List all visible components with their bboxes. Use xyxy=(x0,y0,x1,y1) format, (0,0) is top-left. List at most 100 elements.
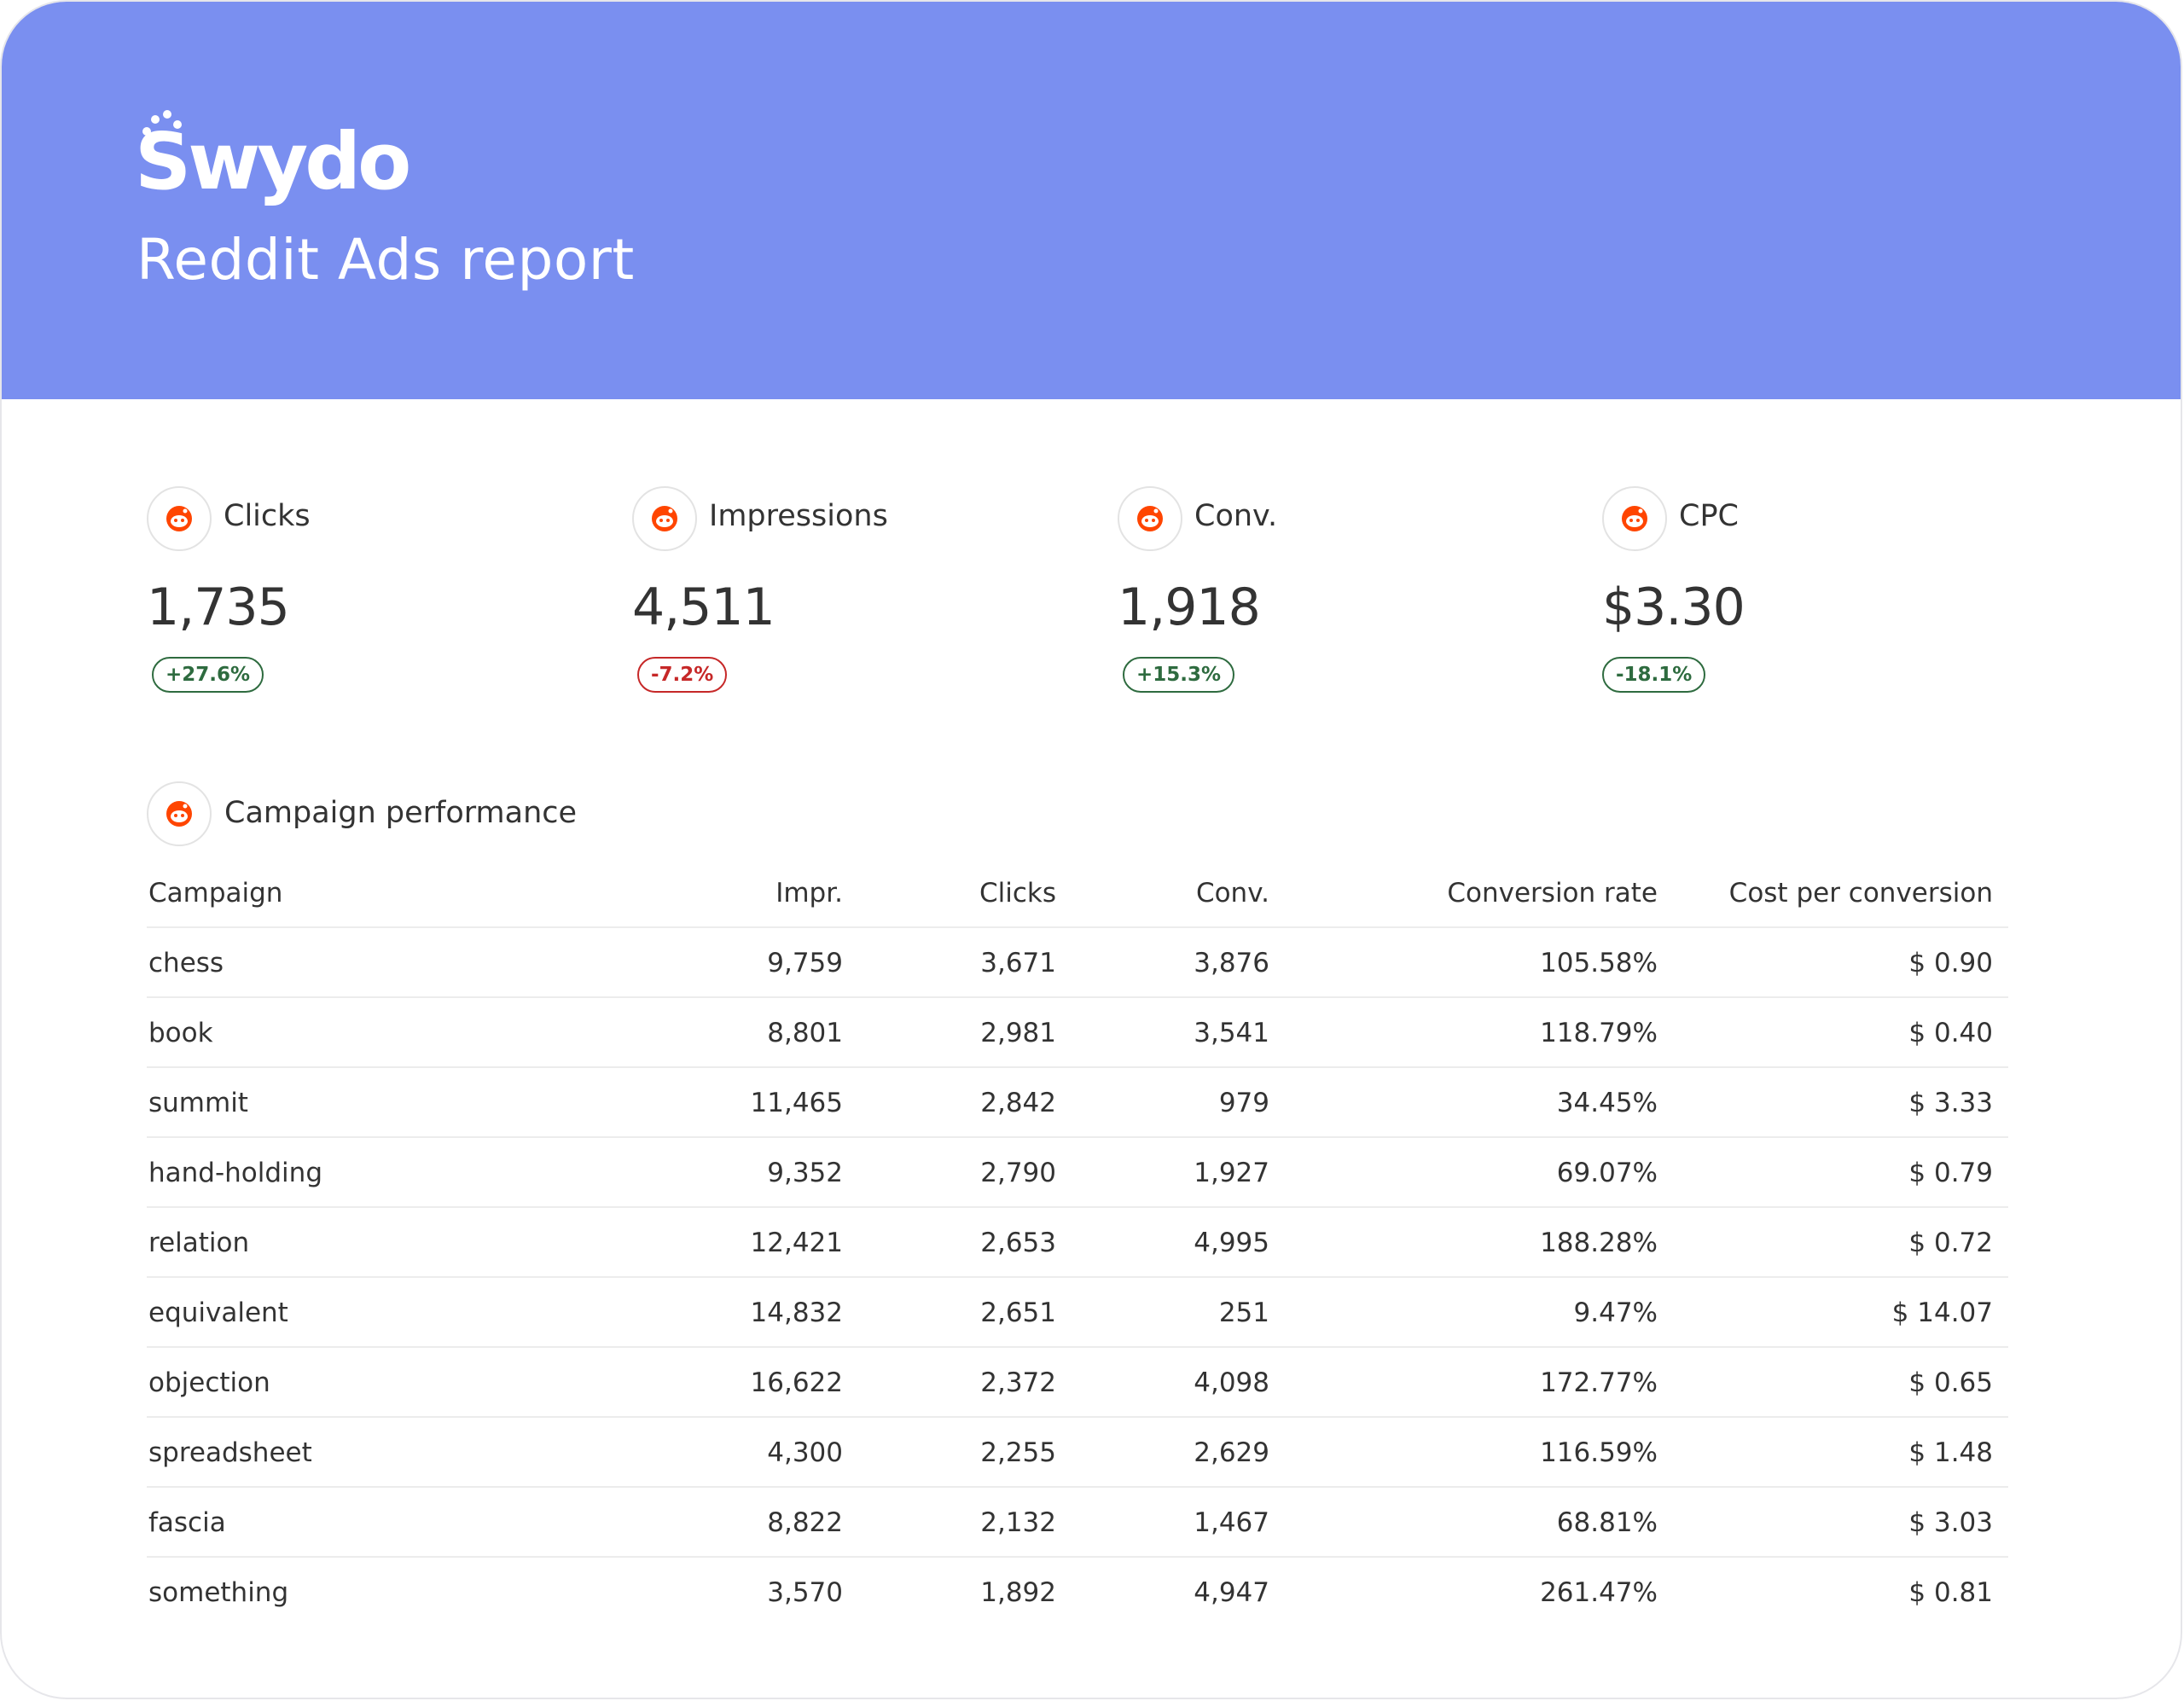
kpi-clicks: Clicks 1,735 +27.6% xyxy=(147,486,573,700)
table-cell: 1,927 xyxy=(1194,1158,1269,1188)
reddit-icon xyxy=(1602,486,1667,551)
table-cell: 9.47% xyxy=(1573,1298,1658,1328)
table-cell: $ 0.81 xyxy=(1908,1577,1993,1608)
table-cell: 2,629 xyxy=(1194,1437,1269,1468)
reddit-icon xyxy=(147,781,212,846)
kpi-impressions: Impressions 4,511 -7.2% xyxy=(632,486,1059,700)
table-cell: $ 14.07 xyxy=(1891,1298,1993,1328)
table-cell: 2,790 xyxy=(980,1158,1056,1188)
table-cell: 4,947 xyxy=(1194,1577,1269,1608)
table-cell: 34.45% xyxy=(1556,1088,1658,1118)
table-cell: $ 3.03 xyxy=(1908,1507,1993,1538)
table-cell: 105.58% xyxy=(1540,948,1658,978)
kpi-change-badge: -18.1% xyxy=(1602,657,1706,693)
table-cell: 3,570 xyxy=(767,1577,843,1608)
table-cell: equivalent xyxy=(148,1298,288,1328)
logo-text: Swydo xyxy=(135,116,411,207)
table-header-row: Campaign Impr. Clicks Conv. Conversion r… xyxy=(147,858,2008,928)
table-cell: something xyxy=(148,1577,289,1608)
table-cell: 2,842 xyxy=(980,1088,1056,1118)
kpi-label: CPC xyxy=(1679,499,1739,533)
table-row: spreadsheet 4,300 2,255 2,629 116.59% $ … xyxy=(147,1418,2008,1488)
column-header[interactable]: Cost per conversion xyxy=(1728,878,1993,909)
table-row: book 8,801 2,981 3,541 118.79% $ 0.40 xyxy=(147,998,2008,1068)
table-cell: summit xyxy=(148,1088,248,1118)
table-cell: 1,892 xyxy=(980,1577,1056,1608)
table-cell: 14,832 xyxy=(750,1298,843,1328)
kpi-label: Clicks xyxy=(224,499,311,533)
kpi-change-badge: +27.6% xyxy=(152,657,264,693)
table-cell: 2,372 xyxy=(980,1367,1056,1398)
table-cell: objection xyxy=(148,1367,270,1398)
table-cell: spreadsheet xyxy=(148,1437,312,1468)
kpi-cpc: CPC $3.30 -18.1% xyxy=(1602,486,2029,700)
table-cell: $ 0.65 xyxy=(1908,1367,1993,1398)
table-cell: fascia xyxy=(148,1507,226,1538)
table-cell: 2,132 xyxy=(980,1507,1056,1538)
table-row: chess 9,759 3,671 3,876 105.58% $ 0.90 xyxy=(147,928,2008,998)
kpi-conversions: Conv. 1,918 +15.3% xyxy=(1118,486,1544,700)
kpi-value: 1,735 xyxy=(147,578,290,637)
table-cell: 118.79% xyxy=(1540,1018,1658,1048)
table-row: objection 16,622 2,372 4,098 172.77% $ 0… xyxy=(147,1348,2008,1418)
kpi-value: 1,918 xyxy=(1118,578,1261,637)
table-row: something 3,570 1,892 4,947 261.47% $ 0.… xyxy=(147,1558,2008,1628)
campaign-table: Campaign Impr. Clicks Conv. Conversion r… xyxy=(147,858,2008,1628)
kpi-change-badge: -7.2% xyxy=(637,657,728,693)
column-header[interactable]: Impr. xyxy=(775,878,843,909)
swydo-logo: Swydo xyxy=(135,110,411,213)
table-cell: relation xyxy=(148,1228,250,1258)
table-cell: 251 xyxy=(1218,1298,1269,1328)
reddit-icon xyxy=(632,486,697,551)
table-cell: 9,352 xyxy=(767,1158,843,1188)
table-row: relation 12,421 2,653 4,995 188.28% $ 0.… xyxy=(147,1208,2008,1278)
table-cell: 188.28% xyxy=(1540,1228,1658,1258)
table-cell: 8,822 xyxy=(767,1507,843,1538)
column-header[interactable]: Conv. xyxy=(1195,878,1269,909)
table-cell: 4,300 xyxy=(767,1437,843,1468)
table-cell: $ 3.33 xyxy=(1908,1088,1993,1118)
table-cell: 69.07% xyxy=(1556,1158,1658,1188)
table-cell: 12,421 xyxy=(750,1228,843,1258)
report-header: Swydo Reddit Ads report xyxy=(2,2,2181,399)
table-cell: 2,653 xyxy=(980,1228,1056,1258)
table-cell: 4,995 xyxy=(1194,1228,1269,1258)
kpi-label: Conv. xyxy=(1194,499,1278,533)
table-cell: 2,255 xyxy=(980,1437,1056,1468)
table-cell: 8,801 xyxy=(767,1018,843,1048)
table-cell: $ 0.40 xyxy=(1908,1018,1993,1048)
table-cell: hand-holding xyxy=(148,1158,322,1188)
table-cell: 4,098 xyxy=(1194,1367,1269,1398)
table-cell: 11,465 xyxy=(750,1088,843,1118)
table-cell: $ 1.48 xyxy=(1908,1437,1993,1468)
table-row: fascia 8,822 2,132 1,467 68.81% $ 3.03 xyxy=(147,1488,2008,1558)
table-cell: $ 0.72 xyxy=(1908,1228,1993,1258)
reddit-icon xyxy=(1118,486,1182,551)
table-cell: 16,622 xyxy=(750,1367,843,1398)
table-cell: book xyxy=(148,1018,213,1048)
section-title: Campaign performance xyxy=(224,796,578,830)
table-cell: $ 0.79 xyxy=(1908,1158,1993,1188)
kpi-label: Impressions xyxy=(709,499,888,533)
table-cell: 3,671 xyxy=(980,948,1056,978)
table-cell: 1,467 xyxy=(1194,1507,1269,1538)
table-cell: 2,651 xyxy=(980,1298,1056,1328)
column-header[interactable]: Clicks xyxy=(979,878,1056,909)
table-cell: 172.77% xyxy=(1540,1367,1658,1398)
table-row: hand-holding 9,352 2,790 1,927 69.07% $ … xyxy=(147,1138,2008,1208)
kpi-value: 4,511 xyxy=(632,578,775,637)
table-cell: 116.59% xyxy=(1540,1437,1658,1468)
table-cell: 3,876 xyxy=(1194,948,1269,978)
reddit-icon xyxy=(147,486,212,551)
column-header[interactable]: Conversion rate xyxy=(1447,878,1658,909)
report-title: Reddit Ads report xyxy=(136,227,635,293)
table-cell: 979 xyxy=(1218,1088,1269,1118)
kpi-value: $3.30 xyxy=(1602,578,1745,637)
table-cell: 68.81% xyxy=(1556,1507,1658,1538)
table-row: equivalent 14,832 2,651 251 9.47% $ 14.0… xyxy=(147,1278,2008,1348)
kpi-change-badge: +15.3% xyxy=(1123,657,1235,693)
column-header[interactable]: Campaign xyxy=(148,878,283,909)
table-cell: $ 0.90 xyxy=(1908,948,1993,978)
table-cell: 261.47% xyxy=(1540,1577,1658,1608)
